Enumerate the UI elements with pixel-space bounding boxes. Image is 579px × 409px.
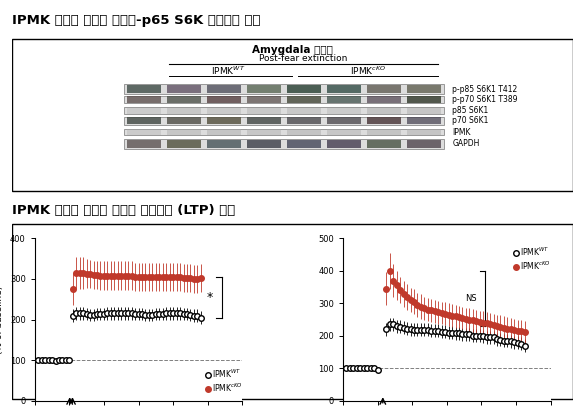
FancyBboxPatch shape — [407, 85, 441, 93]
FancyBboxPatch shape — [207, 140, 241, 148]
FancyBboxPatch shape — [327, 96, 361, 103]
FancyBboxPatch shape — [127, 108, 161, 114]
Y-axis label: fEPSP slope
(% of baseline): fEPSP slope (% of baseline) — [0, 285, 4, 354]
Text: *: * — [207, 291, 213, 304]
FancyBboxPatch shape — [287, 117, 321, 124]
FancyBboxPatch shape — [127, 140, 161, 148]
FancyBboxPatch shape — [167, 140, 201, 148]
FancyBboxPatch shape — [407, 129, 441, 135]
Text: IPMK 녹아웃 생쥐의 시냅스 장기강화 (LTP) 증가: IPMK 녹아웃 생쥐의 시냅스 장기강화 (LTP) 증가 — [12, 204, 235, 217]
FancyBboxPatch shape — [247, 140, 281, 148]
FancyBboxPatch shape — [407, 108, 441, 114]
FancyBboxPatch shape — [287, 129, 321, 135]
FancyBboxPatch shape — [12, 225, 573, 399]
FancyBboxPatch shape — [207, 85, 241, 93]
FancyBboxPatch shape — [124, 117, 444, 125]
FancyBboxPatch shape — [287, 140, 321, 148]
FancyBboxPatch shape — [124, 84, 444, 94]
FancyBboxPatch shape — [407, 140, 441, 148]
FancyBboxPatch shape — [327, 85, 361, 93]
Text: GAPDH: GAPDH — [452, 139, 480, 148]
FancyBboxPatch shape — [367, 96, 401, 103]
FancyBboxPatch shape — [127, 96, 161, 103]
Legend: IPMK$^{WT}$, IPMK$^{cKO}$: IPMK$^{WT}$, IPMK$^{cKO}$ — [514, 245, 551, 272]
FancyBboxPatch shape — [327, 140, 361, 148]
Text: IPMK$^{cKO}$: IPMK$^{cKO}$ — [350, 65, 386, 77]
FancyBboxPatch shape — [327, 117, 361, 124]
Text: IPMK$^{WT}$: IPMK$^{WT}$ — [211, 65, 245, 77]
FancyBboxPatch shape — [367, 129, 401, 135]
FancyBboxPatch shape — [167, 85, 201, 93]
FancyBboxPatch shape — [207, 108, 241, 114]
FancyBboxPatch shape — [287, 96, 321, 103]
FancyBboxPatch shape — [127, 85, 161, 93]
FancyBboxPatch shape — [247, 129, 281, 135]
Text: p85 S6K1: p85 S6K1 — [452, 106, 489, 115]
Text: Amygdala 편도체: Amygdala 편도체 — [252, 45, 333, 55]
FancyBboxPatch shape — [407, 117, 441, 124]
FancyBboxPatch shape — [167, 117, 201, 124]
FancyBboxPatch shape — [287, 85, 321, 93]
FancyBboxPatch shape — [207, 117, 241, 124]
FancyBboxPatch shape — [127, 129, 161, 135]
FancyBboxPatch shape — [207, 96, 241, 103]
FancyBboxPatch shape — [247, 117, 281, 124]
Legend: IPMK$^{WT}$, IPMK$^{cKO}$: IPMK$^{WT}$, IPMK$^{cKO}$ — [206, 367, 243, 394]
FancyBboxPatch shape — [247, 85, 281, 93]
FancyBboxPatch shape — [127, 117, 161, 124]
FancyBboxPatch shape — [124, 139, 444, 149]
Text: p-p70 S6K1 T389: p-p70 S6K1 T389 — [452, 95, 518, 104]
FancyBboxPatch shape — [167, 108, 201, 114]
Text: IPMK 녹아웃 생쥐의 편도체-p65 S6K 신호전달 이상: IPMK 녹아웃 생쥐의 편도체-p65 S6K 신호전달 이상 — [12, 14, 260, 27]
Text: p70 S6K1: p70 S6K1 — [452, 116, 489, 125]
FancyBboxPatch shape — [12, 39, 573, 191]
FancyBboxPatch shape — [367, 85, 401, 93]
FancyBboxPatch shape — [124, 108, 444, 114]
FancyBboxPatch shape — [327, 108, 361, 114]
FancyBboxPatch shape — [247, 96, 281, 103]
FancyBboxPatch shape — [407, 96, 441, 103]
FancyBboxPatch shape — [167, 96, 201, 103]
FancyBboxPatch shape — [367, 108, 401, 114]
FancyBboxPatch shape — [207, 129, 241, 135]
FancyBboxPatch shape — [287, 108, 321, 114]
Text: IPMK: IPMK — [452, 128, 471, 137]
FancyBboxPatch shape — [124, 96, 444, 103]
FancyBboxPatch shape — [124, 128, 444, 135]
FancyBboxPatch shape — [167, 129, 201, 135]
Text: p-p85 S6K1 T412: p-p85 S6K1 T412 — [452, 85, 518, 94]
FancyBboxPatch shape — [327, 129, 361, 135]
Text: NS: NS — [464, 294, 477, 303]
FancyBboxPatch shape — [367, 140, 401, 148]
FancyBboxPatch shape — [367, 117, 401, 124]
Text: Post-fear extinction: Post-fear extinction — [259, 54, 348, 63]
FancyBboxPatch shape — [247, 108, 281, 114]
